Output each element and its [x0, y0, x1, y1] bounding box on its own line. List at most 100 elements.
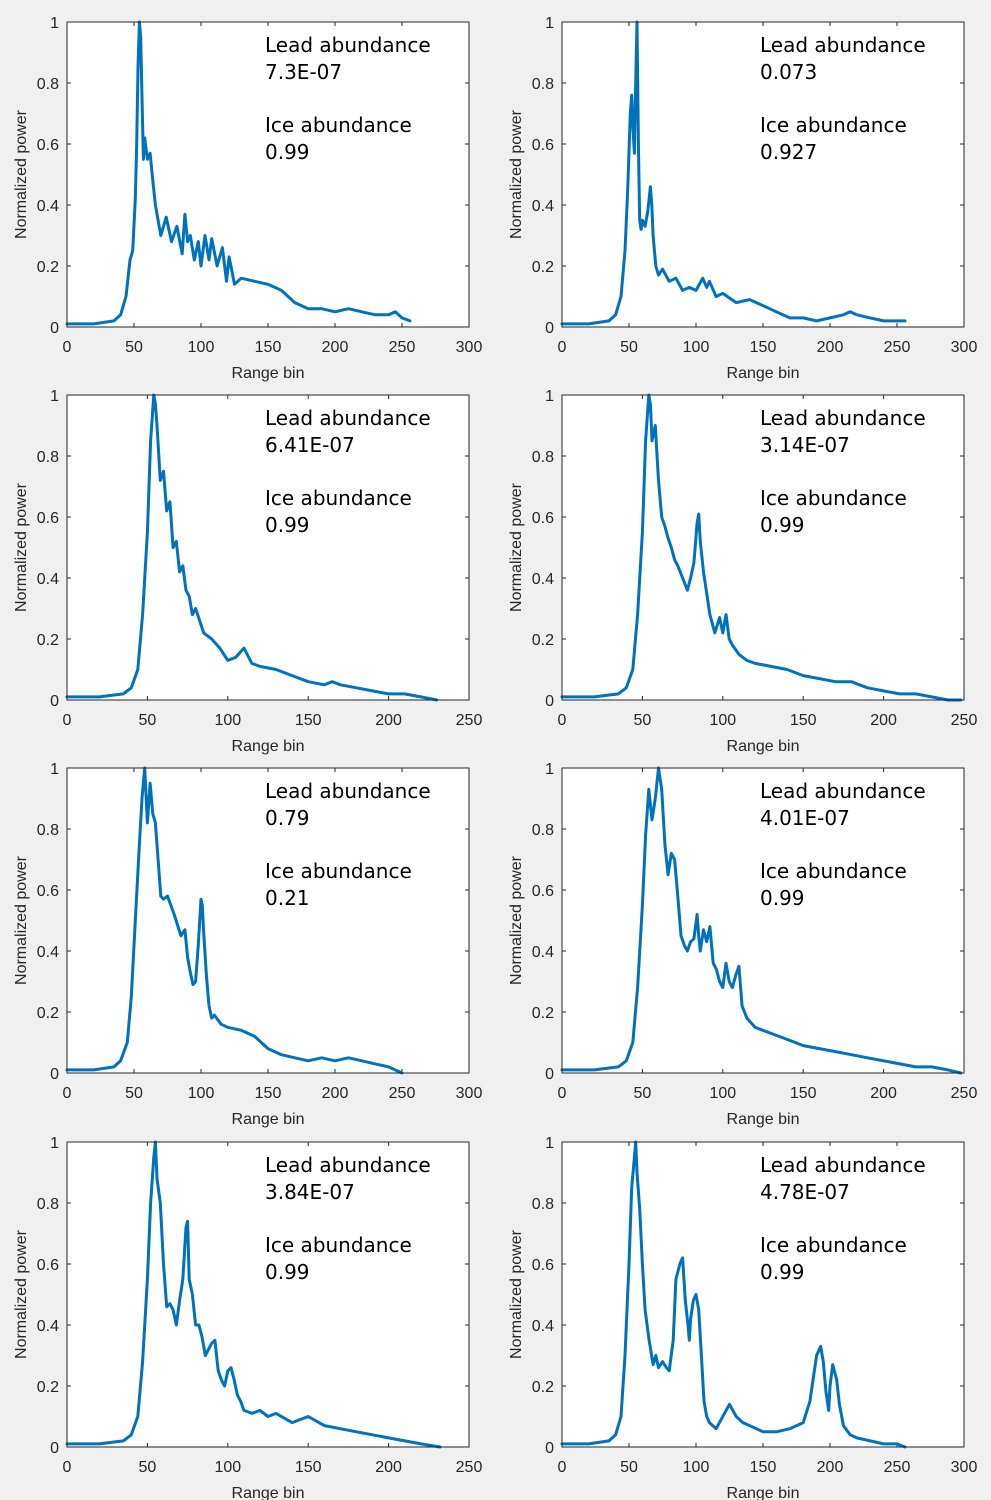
waveform-line: [560, 766, 963, 1075]
x-tick-label: 300: [951, 1459, 978, 1476]
x-tick-label: 150: [295, 712, 322, 729]
y-tick-label: 1: [50, 1135, 59, 1152]
y-axis-label: Normalized power: [508, 109, 525, 239]
y-tick-label: 0.6: [532, 510, 554, 527]
x-axis-label: Range bin: [727, 365, 800, 382]
lead-abundance-value: 4.01E-07: [760, 806, 850, 830]
axes-frame: [561, 394, 965, 701]
y-tick-label: 0.6: [532, 883, 554, 900]
x-tick-label: 250: [884, 1459, 911, 1476]
y-tick-label: 0.2: [37, 1379, 59, 1396]
x-axis-label: Range bin: [727, 1485, 800, 1500]
ice-abundance-label: Ice abundance: [265, 113, 412, 137]
y-tick-label: 0.2: [37, 632, 59, 649]
x-tick-label: 300: [456, 339, 483, 356]
ice-abundance-label: Ice abundance: [760, 486, 907, 510]
y-axis-label: Normalized power: [13, 109, 30, 239]
y-axis-label: Normalized power: [508, 482, 525, 612]
ice-abundance-label: Ice abundance: [760, 113, 907, 137]
y-tick-label: 0.4: [37, 944, 59, 961]
ice-abundance-value: 0.99: [265, 513, 310, 537]
y-tick-label: 0.2: [532, 632, 554, 649]
lead-abundance-label: Lead abundance: [760, 1153, 926, 1177]
y-tick-label: 0.8: [532, 1196, 554, 1213]
axes-frame: [66, 1141, 470, 1448]
x-axis-label: Range bin: [232, 1111, 305, 1128]
x-tick-label: 200: [817, 339, 844, 356]
subplot-6: 0 50 100 150 200 250 0 0.2 0.4 0.6 0.8 1 Range bin No…: [508, 761, 977, 1128]
x-axis-label: Range bin: [232, 738, 305, 755]
x-tick-label: 150: [790, 1085, 817, 1102]
subplot-3: 0 50 100 150 200 250 0 0.2 0.4 0.6 0.8 1 Range bin No…: [13, 388, 482, 755]
y-tick-label: 0.6: [37, 137, 59, 154]
subplot-5: 0 50 100 150 200 250 300 0 0.2 0.4 0.6 0.8 1 Range bi…: [13, 761, 482, 1128]
x-tick-label: 50: [125, 1085, 143, 1102]
axes-frame: [66, 767, 470, 1074]
x-tick-label: 0: [63, 1459, 72, 1476]
waveform-line: [65, 393, 439, 702]
x-tick-label: 200: [817, 1459, 844, 1476]
x-tick-label: 0: [63, 712, 72, 729]
y-tick-label: 0.8: [37, 76, 59, 93]
x-tick-label: 150: [295, 1459, 322, 1476]
axes-background: [562, 395, 964, 700]
y-tick-label: 0.6: [532, 1257, 554, 1274]
y-tick-label: 0.4: [37, 571, 59, 588]
x-tick-label: 250: [884, 339, 911, 356]
x-tick-label: 100: [214, 1459, 241, 1476]
lead-abundance-label: Lead abundance: [265, 779, 431, 803]
ice-abundance-value: 0.99: [265, 140, 310, 164]
x-tick-label: 100: [214, 712, 241, 729]
y-tick-label: 0: [545, 1066, 554, 1083]
waveform-line: [65, 20, 412, 326]
x-tick-label: 150: [750, 1459, 777, 1476]
lead-abundance-value: 3.84E-07: [265, 1180, 355, 1204]
y-tick-label: 0.6: [532, 137, 554, 154]
x-tick-label: 50: [634, 712, 652, 729]
x-tick-label: 100: [709, 712, 736, 729]
y-tick-label: 0.8: [532, 449, 554, 466]
lead-abundance-value: 4.78E-07: [760, 1180, 850, 1204]
x-tick-label: 0: [63, 339, 72, 356]
y-tick-label: 1: [50, 15, 59, 32]
lead-abundance-value: 6.41E-07: [265, 433, 355, 457]
y-tick-label: 1: [545, 388, 554, 405]
x-tick-label: 200: [870, 1085, 897, 1102]
y-tick-label: 0.8: [37, 1196, 59, 1213]
x-tick-label: 50: [634, 1085, 652, 1102]
x-tick-label: 250: [389, 1085, 416, 1102]
y-tick-label: 0: [545, 320, 554, 337]
lead-abundance-value: 0.073: [760, 60, 817, 84]
y-tick-label: 0: [50, 320, 59, 337]
y-tick-label: 1: [545, 761, 554, 778]
y-tick-label: 0.4: [532, 198, 554, 215]
y-axis-label: Normalized power: [13, 855, 30, 985]
x-tick-label: 250: [951, 712, 978, 729]
y-tick-label: 0: [545, 1440, 554, 1457]
waveform-line: [560, 393, 963, 702]
x-tick-label: 50: [620, 1459, 638, 1476]
y-axis-label: Normalized power: [13, 482, 30, 612]
subplot-8: 0 50 100 150 200 250 300 0 0.2 0.4 0.6 0.8 1 Range bi…: [508, 1135, 978, 1500]
lead-abundance-label: Lead abundance: [760, 779, 926, 803]
axes-frame: [561, 767, 965, 1074]
x-tick-label: 50: [139, 1459, 157, 1476]
x-tick-label: 100: [188, 1085, 215, 1102]
y-tick-label: 0.2: [532, 1005, 554, 1022]
x-axis-label: Range bin: [232, 1485, 305, 1500]
ice-abundance-label: Ice abundance: [265, 1233, 412, 1257]
y-tick-label: 1: [545, 1135, 554, 1152]
ice-abundance-value: 0.21: [265, 886, 310, 910]
lead-abundance-label: Lead abundance: [265, 33, 431, 57]
y-tick-label: 0.4: [532, 944, 554, 961]
x-tick-label: 50: [125, 339, 143, 356]
x-axis-label: Range bin: [727, 1111, 800, 1128]
y-tick-label: 0.6: [37, 510, 59, 527]
lead-abundance-value: 7.3E-07: [265, 60, 342, 84]
y-tick-label: 0: [50, 693, 59, 710]
y-tick-label: 0: [50, 1066, 59, 1083]
y-tick-label: 0.2: [532, 1379, 554, 1396]
y-tick-label: 1: [545, 15, 554, 32]
y-tick-label: 0: [545, 693, 554, 710]
y-tick-label: 0.8: [37, 822, 59, 839]
